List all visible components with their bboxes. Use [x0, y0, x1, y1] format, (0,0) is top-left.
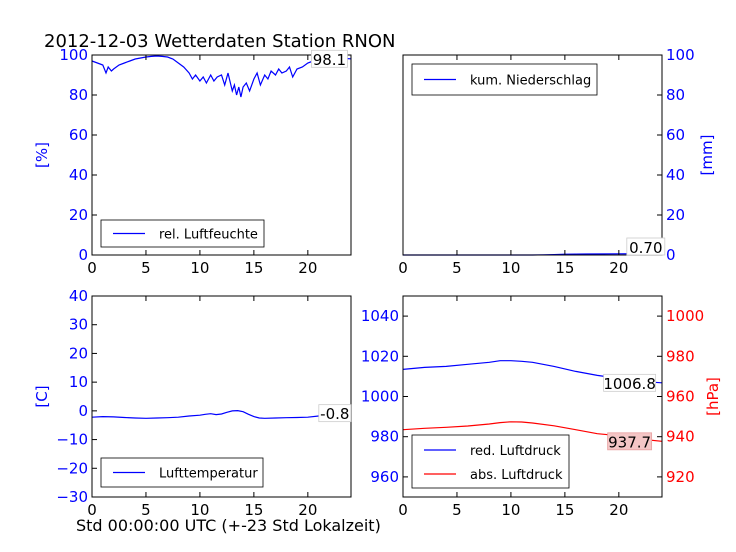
x-tick-label: 0 — [398, 501, 408, 519]
y-tick-label: 0 — [78, 402, 88, 420]
y-tick-label: 1040 — [361, 307, 399, 325]
y-tick-label: 100 — [59, 46, 88, 64]
x-tick-label: 15 — [244, 501, 263, 519]
x-tick-label: 5 — [141, 501, 151, 519]
x-tick-label: 0 — [87, 501, 97, 519]
y-axis-label: [%] — [33, 142, 51, 168]
y-tick-label: 920 — [666, 468, 695, 486]
y-tick-label: −20 — [56, 459, 88, 477]
legend-label: abs. Luftdruck — [470, 468, 563, 483]
series-line — [91, 409, 352, 419]
y-tick-label: 40 — [666, 166, 685, 184]
x-tick-label: 10 — [190, 501, 209, 519]
y-tick-label: 980 — [370, 428, 399, 446]
x-tick-label: 15 — [244, 259, 263, 277]
plot-frame — [402, 54, 663, 256]
x-tick-label: 20 — [298, 259, 317, 277]
x-tick-label: 5 — [141, 259, 151, 277]
y-tick-label: 20 — [666, 206, 685, 224]
x-tick-label: 5 — [452, 501, 462, 519]
x-tick-label: 0 — [398, 259, 408, 277]
plot-frame — [91, 295, 352, 498]
y-tick-label: 80 — [69, 86, 88, 104]
y-tick-label: 40 — [69, 287, 88, 305]
y-tick-label: 0 — [666, 246, 676, 264]
plot-frame — [91, 54, 352, 256]
y-tick-label: 40 — [69, 166, 88, 184]
y-tick-label: 980 — [666, 347, 695, 365]
value-callout-box — [603, 373, 657, 392]
y-tick-label: 60 — [69, 126, 88, 144]
legend-label: rel. Luftfeuchte — [159, 228, 258, 243]
x-tick-label: 5 — [452, 259, 462, 277]
legend-box — [100, 457, 264, 488]
x-tick-label: 20 — [298, 501, 317, 519]
y-axis-label-right: [hPa] — [704, 377, 722, 416]
y-axis-label: [mm] — [698, 135, 716, 176]
x-tick-label: 10 — [190, 259, 209, 277]
y-tick-label: 60 — [666, 126, 685, 144]
y-tick-label: 1020 — [361, 347, 399, 365]
x-tick-label: 15 — [555, 501, 574, 519]
value-callout-box — [311, 49, 348, 68]
x-tick-label: 0 — [87, 259, 97, 277]
y-tick-label: −30 — [56, 488, 88, 506]
value-callout-box — [318, 404, 352, 423]
x-tick-label: 10 — [501, 501, 520, 519]
y-tick-label: 960 — [666, 388, 695, 406]
y-tick-label: 0 — [78, 246, 88, 264]
value-callout-box — [626, 237, 666, 256]
y-tick-label: 10 — [69, 373, 88, 391]
legend-label: kum. Niederschlag — [470, 74, 591, 89]
legend-label: Lufttemperatur — [159, 467, 258, 482]
legend-label: red. Luftdruck — [470, 444, 561, 459]
y-tick-label: 1000 — [361, 388, 399, 406]
y-tick-label: 1000 — [666, 307, 704, 325]
plot-frame — [402, 295, 663, 498]
value-callout: 0.70 — [629, 239, 662, 257]
x-tick-label: 15 — [555, 259, 574, 277]
series-line — [91, 55, 352, 98]
y-tick-label: 960 — [370, 468, 399, 486]
y-tick-label: 20 — [69, 206, 88, 224]
value-callout: -0.8 — [320, 405, 349, 423]
y-tick-label: 940 — [666, 428, 695, 446]
x-tick-label: 10 — [501, 259, 520, 277]
y-tick-label: 100 — [666, 46, 695, 64]
figure-title: 2012-12-03 Wetterdaten Station RNON — [44, 31, 396, 52]
y-tick-label: 80 — [666, 86, 685, 104]
value-callout-box — [607, 432, 653, 451]
value-callout: 1006.8 — [603, 375, 656, 393]
x-axis-caption: Std 00:00:00 UTC (+-23 Std Lokalzeit) — [76, 516, 381, 535]
x-tick-label: 20 — [609, 501, 628, 519]
y-tick-label: 20 — [69, 344, 88, 362]
y-tick-label: 30 — [69, 316, 88, 334]
legend-box — [411, 434, 570, 489]
value-callout: 98.1 — [313, 51, 346, 69]
x-tick-label: 20 — [609, 259, 628, 277]
value-callout: 937.7 — [608, 433, 651, 451]
y-axis-label: [C] — [33, 385, 51, 407]
y-tick-label: −10 — [56, 431, 88, 449]
